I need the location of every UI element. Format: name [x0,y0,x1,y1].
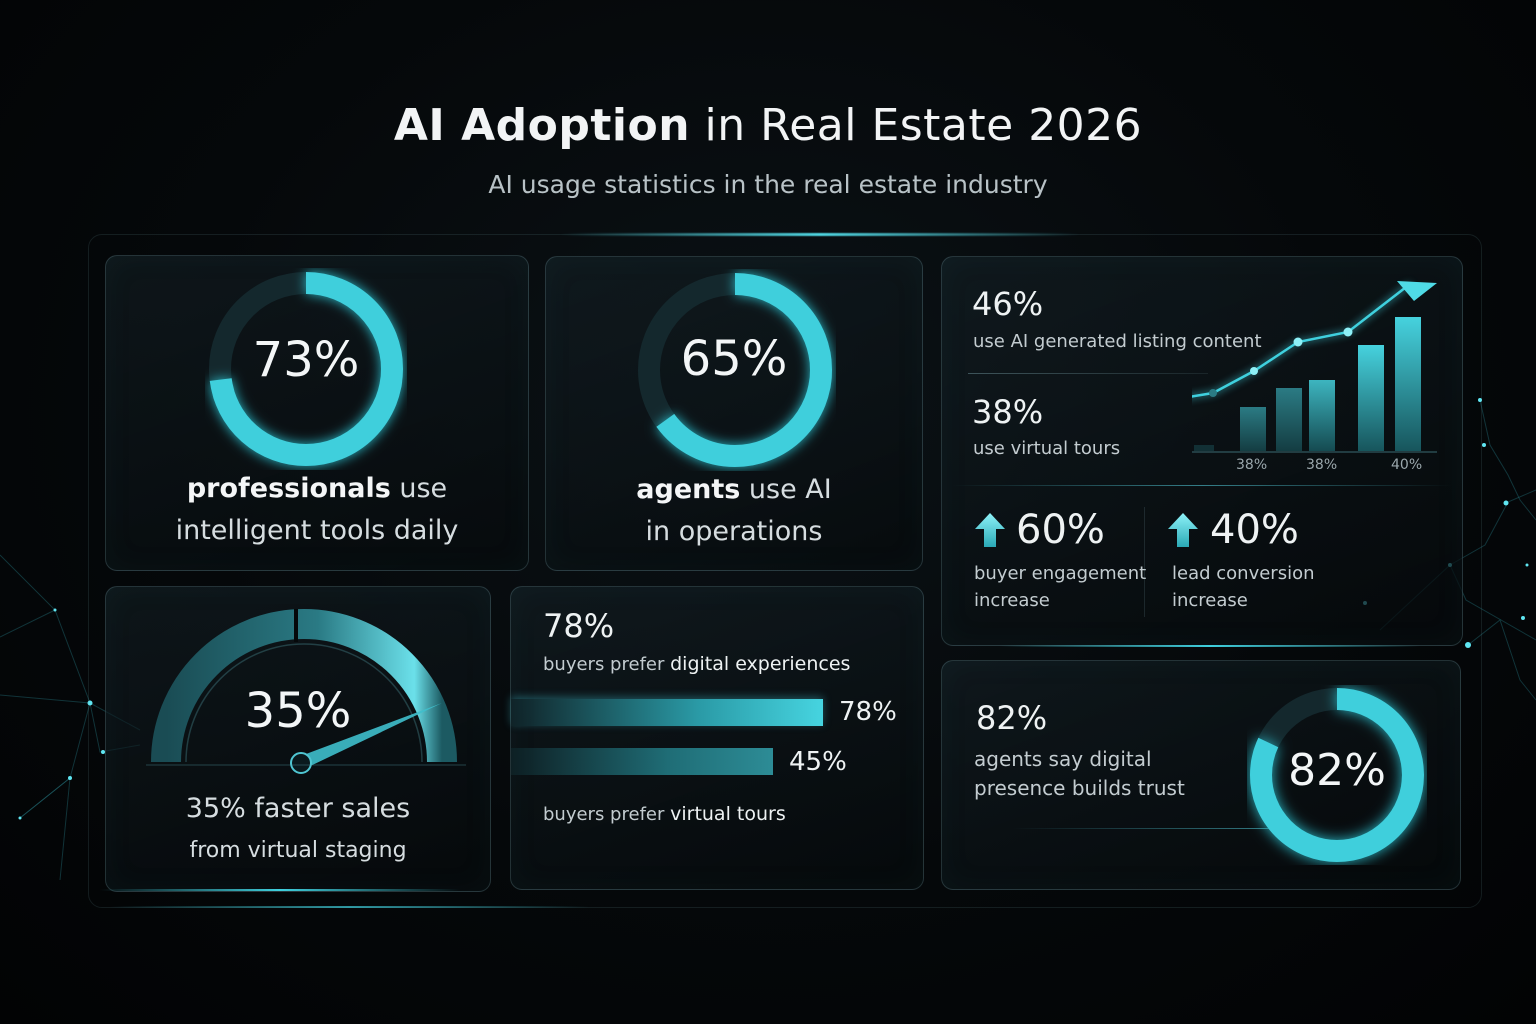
glow-line [100,889,460,891]
card-gauge: 35% 35% faster sales from virtual stagin… [105,586,491,892]
gauge-value: 35% [244,683,352,739]
conversion-line2: increase [1172,590,1248,611]
engagement-line2: increase [974,590,1050,611]
card-listing-stats: 46% use AI generated listing content 38%… [941,256,1463,646]
card-buyer-preferences: 78% buyers prefer digital experiences 78… [510,586,924,890]
stat-46: 46% [972,285,1044,323]
arrow-up-icon [1168,513,1198,547]
label-plain: buyers prefer [543,654,671,675]
stat-46-label: use AI generated listing content [973,331,1262,352]
trust-line1: agents say digital [974,747,1152,771]
tick-label: 38% [1236,457,1268,473]
glow-line [1000,645,1420,647]
conversion-label: lead conversion increase [1172,560,1315,614]
divider [968,373,1208,374]
gauge-caption-line2: from virtual staging [189,838,407,863]
trust-underline [1012,828,1282,829]
bar-digital-experiences [511,699,823,726]
page-title: AI Adoption in Real Estate 2026 [0,100,1536,151]
trust-line2: presence builds trust [974,776,1185,800]
card-agents: 65% agents use AI in operations [545,256,923,571]
donut-value: 65% [680,331,788,387]
donut-chart-82 [1250,688,1424,862]
engagement-line1: buyer engagement [974,563,1147,584]
caption-rest: use AI [740,474,832,505]
frame-glow [560,233,1080,236]
glow-line [110,906,590,908]
gauge-chart [146,609,466,774]
vertical-divider [1144,507,1145,617]
card-professionals: 73% professionals use intelligent tools … [105,255,529,571]
trust-label: agents say digital presence builds trust [974,745,1185,803]
tick-label: 38% [1306,457,1338,473]
bar2-value: 45% [789,747,847,777]
engagement-label: buyer engagement increase [974,560,1146,614]
card-trust: 82% agents say digital presence builds t… [941,660,1461,890]
arrow-up-icon [975,513,1005,547]
conversion-line1: lead conversion [1172,563,1315,584]
donut-chart-73 [209,272,403,466]
label-plain: buyers prefer [543,804,671,825]
trust-value: 82% [976,699,1048,737]
engagement-value: 60% [1016,507,1105,553]
gauge-caption-line1: 35% faster sales [185,793,411,824]
stat-38: 38% [972,393,1044,431]
title-rest: in Real Estate 2026 [690,100,1143,151]
bar1-value: 78% [839,697,897,727]
conversion-value: 40% [1210,507,1299,553]
gauge-caption: 35% faster sales from virtual staging [106,789,490,871]
page-subtitle: AI usage statistics in the real estate i… [488,170,1048,199]
caption-line2: intelligent tools daily [175,515,459,546]
stat-38-label: use virtual tours [973,438,1121,459]
caption-rest: use [390,473,448,504]
label-bold: digital experiences [670,653,851,675]
caption-bold: professionals [186,473,391,504]
donut-value: 73% [252,332,360,388]
buyers-label-digital: buyers prefer digital experiences [543,651,850,678]
section-divider-glow [952,485,1452,486]
caption-bold: agents [636,474,741,505]
caption-line2: in operations [645,516,823,547]
bar-virtual-tours [511,748,773,775]
label-bold: virtual tours [670,803,786,825]
title-bold: AI Adoption [393,100,691,151]
trend-bar-chart [1192,281,1437,453]
tick-label: 40% [1391,457,1423,473]
buyers-label-tours: buyers prefer virtual tours [543,801,786,828]
buyers-value: 78% [543,607,615,645]
card-caption: professionals use intelligent tools dail… [106,468,528,552]
donut-value: 82% [1288,745,1386,796]
card-caption: agents use AI in operations [546,469,922,553]
donut-chart-65 [638,273,832,467]
